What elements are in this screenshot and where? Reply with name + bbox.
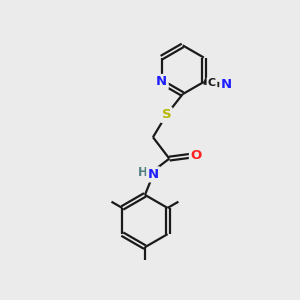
Text: N: N	[221, 78, 232, 91]
Text: S: S	[161, 108, 171, 122]
Text: O: O	[190, 149, 202, 162]
Text: C: C	[208, 78, 216, 88]
Text: H: H	[138, 166, 148, 179]
Text: N: N	[156, 75, 167, 88]
Text: N: N	[148, 168, 159, 181]
